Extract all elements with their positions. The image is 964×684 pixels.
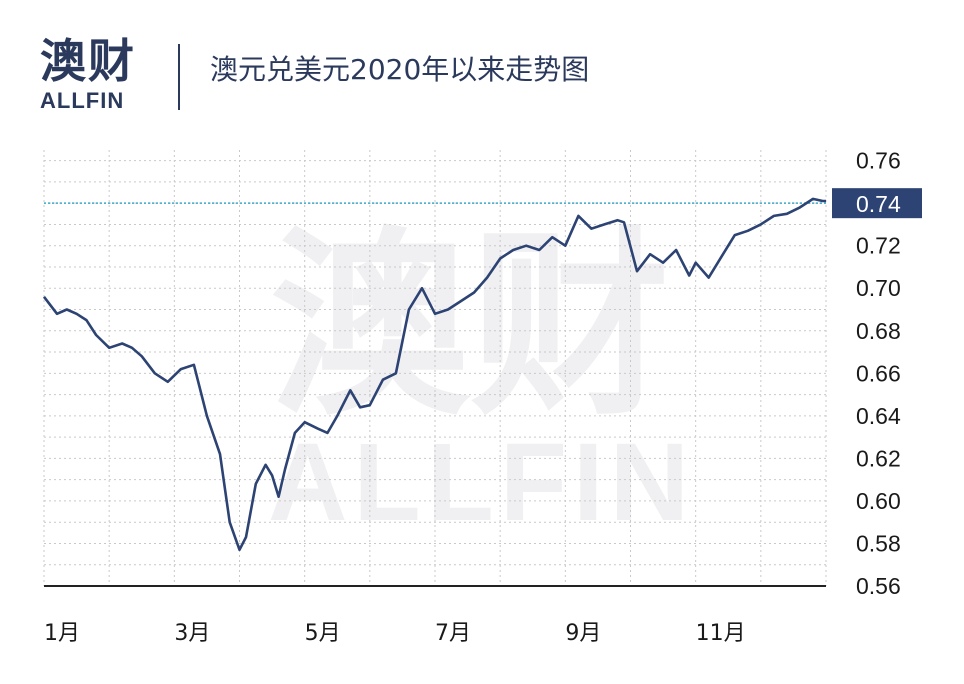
y-tick-label: 0.70 [856, 275, 901, 301]
series [42, 197, 826, 552]
grid [43, 150, 827, 587]
y-tick-label: 0.64 [856, 403, 901, 429]
y-tick-labels: 0.76 0.72 0.70 0.68 0.66 0.64 0.62 0.60 0.58 0.56 [856, 148, 901, 599]
y-tick-label: 0.66 [856, 360, 901, 386]
x-tick-label: 11月 [696, 621, 746, 646]
header-divider [178, 44, 180, 110]
y-tick-label: 0.76 [856, 148, 901, 174]
x-tick-labels: 1月 3月 5月 7月 9月 11月 [44, 621, 746, 646]
x-tick-label: 1月 [44, 621, 80, 646]
y-tick-label: 0.56 [856, 573, 901, 599]
x-tick-label: 9月 [565, 621, 601, 646]
brand-logo: 澳财 ALLFIN [40, 36, 150, 114]
x-tick-label: 7月 [435, 621, 471, 646]
y-tick-label: 0.72 [856, 233, 901, 259]
y-tick-label: 0.60 [856, 488, 901, 514]
last-value-badge-bg [832, 188, 922, 219]
y-tick-label: 0.68 [856, 318, 901, 344]
y-tick-label: 0.62 [856, 445, 901, 471]
watermark-cn: 澳财 [270, 210, 670, 443]
x-tick-label: 3月 [174, 621, 210, 646]
logo-cn-text: 澳财 [40, 34, 136, 88]
series-line [42, 197, 826, 552]
logo-en-text: ALLFIN [40, 88, 125, 113]
chart-title: 澳元兑美元2020年以来走势图 [210, 53, 590, 86]
y-tick-label: 0.58 [856, 530, 901, 556]
last-value-badge: 0.74 [832, 188, 922, 219]
watermark-en: ALLFIN [268, 421, 695, 544]
x-tick-label: 5月 [305, 621, 341, 646]
last-value-label: 0.74 [856, 191, 901, 217]
watermark: 澳财 ALLFIN [268, 210, 695, 544]
